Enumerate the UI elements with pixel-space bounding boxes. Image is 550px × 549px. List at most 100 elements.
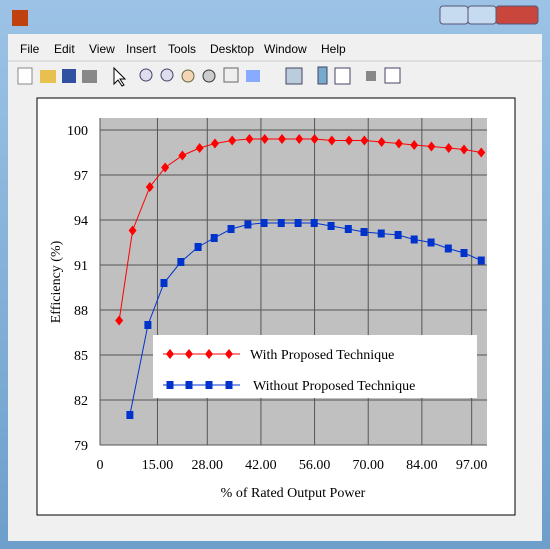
line — [129, 222, 482, 416]
y-axis-label: Efficiency (%) — [49, 240, 64, 323]
point — [310, 219, 318, 227]
toolbar — [17, 66, 401, 87]
y-tick-label: 100 — [67, 124, 88, 139]
tool-icon[interactable] — [139, 68, 153, 82]
y-tick-label: 85 — [74, 349, 88, 364]
x-tick-label: 28.00 — [192, 458, 224, 473]
point — [144, 321, 152, 329]
tool-icon[interactable] — [40, 70, 56, 83]
tool-icon[interactable] — [223, 67, 239, 83]
point — [194, 243, 202, 251]
point — [477, 147, 486, 158]
y-tick-label: 94 — [74, 214, 88, 229]
point — [128, 225, 137, 236]
point — [294, 219, 302, 227]
tool-icon[interactable] — [334, 67, 351, 85]
point — [126, 411, 134, 419]
point — [244, 220, 252, 229]
menu-item[interactable]: Window — [264, 42, 307, 56]
point — [115, 315, 124, 326]
point — [377, 137, 386, 147]
legend-marker — [225, 349, 233, 359]
point — [210, 234, 218, 242]
legend-marker — [185, 349, 193, 359]
point — [360, 135, 369, 146]
y-tick-label: 82 — [74, 394, 88, 409]
point — [277, 219, 285, 227]
point — [177, 258, 185, 266]
menu-item[interactable]: View — [89, 42, 115, 56]
point — [477, 256, 485, 265]
point — [327, 135, 336, 146]
point — [295, 134, 304, 144]
point — [460, 249, 468, 257]
series — [129, 222, 482, 416]
point — [345, 135, 354, 146]
menu-item[interactable]: Insert — [126, 42, 157, 56]
point — [195, 143, 204, 153]
tool-icon[interactable] — [384, 67, 401, 84]
point — [410, 235, 418, 244]
point — [310, 134, 319, 144]
tool-icon[interactable] — [160, 68, 174, 82]
point — [145, 182, 154, 192]
y-tick-label: 97 — [74, 169, 88, 184]
tool-icon[interactable] — [113, 66, 127, 87]
point — [360, 228, 368, 236]
menu-item[interactable]: Tools — [168, 42, 197, 56]
menu-item[interactable]: Help — [321, 42, 346, 56]
point — [460, 144, 469, 155]
close[interactable] — [495, 5, 539, 25]
tool-icon[interactable] — [285, 67, 303, 85]
point — [260, 219, 268, 227]
legend-marker — [166, 381, 174, 389]
point — [227, 225, 235, 233]
point — [394, 231, 402, 239]
tool-icon[interactable] — [246, 70, 260, 82]
x-tick-label: 70.00 — [352, 458, 384, 473]
x-axis-label: % of Rated Output Power — [221, 486, 366, 501]
menu-item[interactable]: Edit — [54, 42, 75, 56]
point — [161, 162, 170, 173]
point — [427, 141, 436, 152]
tool-icon[interactable] — [181, 69, 195, 83]
x-tick-label: 84.00 — [406, 458, 438, 473]
tool-icon[interactable] — [17, 67, 33, 85]
legend-label: Without Proposed Technique — [253, 379, 415, 394]
y-tick-label: 91 — [74, 259, 88, 274]
point — [444, 244, 452, 253]
tool-icon[interactable] — [202, 69, 216, 83]
legend-marker — [205, 349, 213, 359]
legend-marker — [185, 381, 193, 389]
x-tick-label: 97.00 — [456, 458, 488, 473]
point — [444, 143, 453, 153]
app-icon — [12, 10, 28, 26]
y-tick-label: 79 — [74, 439, 88, 454]
x-tick-label: 15.00 — [142, 458, 174, 473]
point — [410, 140, 419, 150]
point — [210, 138, 219, 149]
point — [327, 222, 335, 230]
tool-icon[interactable] — [62, 69, 76, 83]
legend-marker — [225, 381, 233, 389]
legend-marker — [205, 381, 213, 389]
point — [394, 138, 403, 149]
point — [427, 238, 435, 247]
point — [245, 134, 254, 144]
point — [344, 225, 352, 233]
menu-item[interactable]: Desktop — [210, 42, 255, 56]
x-tick-label: 56.00 — [299, 458, 331, 473]
point — [278, 134, 287, 144]
tool-icon[interactable] — [82, 70, 97, 83]
x-tick-label: 0 — [97, 458, 104, 473]
tool-icon[interactable] — [366, 71, 376, 81]
point — [260, 134, 269, 144]
x-tick-label: 42.00 — [245, 458, 277, 473]
point — [178, 150, 187, 161]
tool-icon[interactable] — [317, 66, 328, 85]
menu-item[interactable]: File — [20, 42, 40, 56]
point — [377, 229, 385, 238]
point — [160, 279, 168, 287]
